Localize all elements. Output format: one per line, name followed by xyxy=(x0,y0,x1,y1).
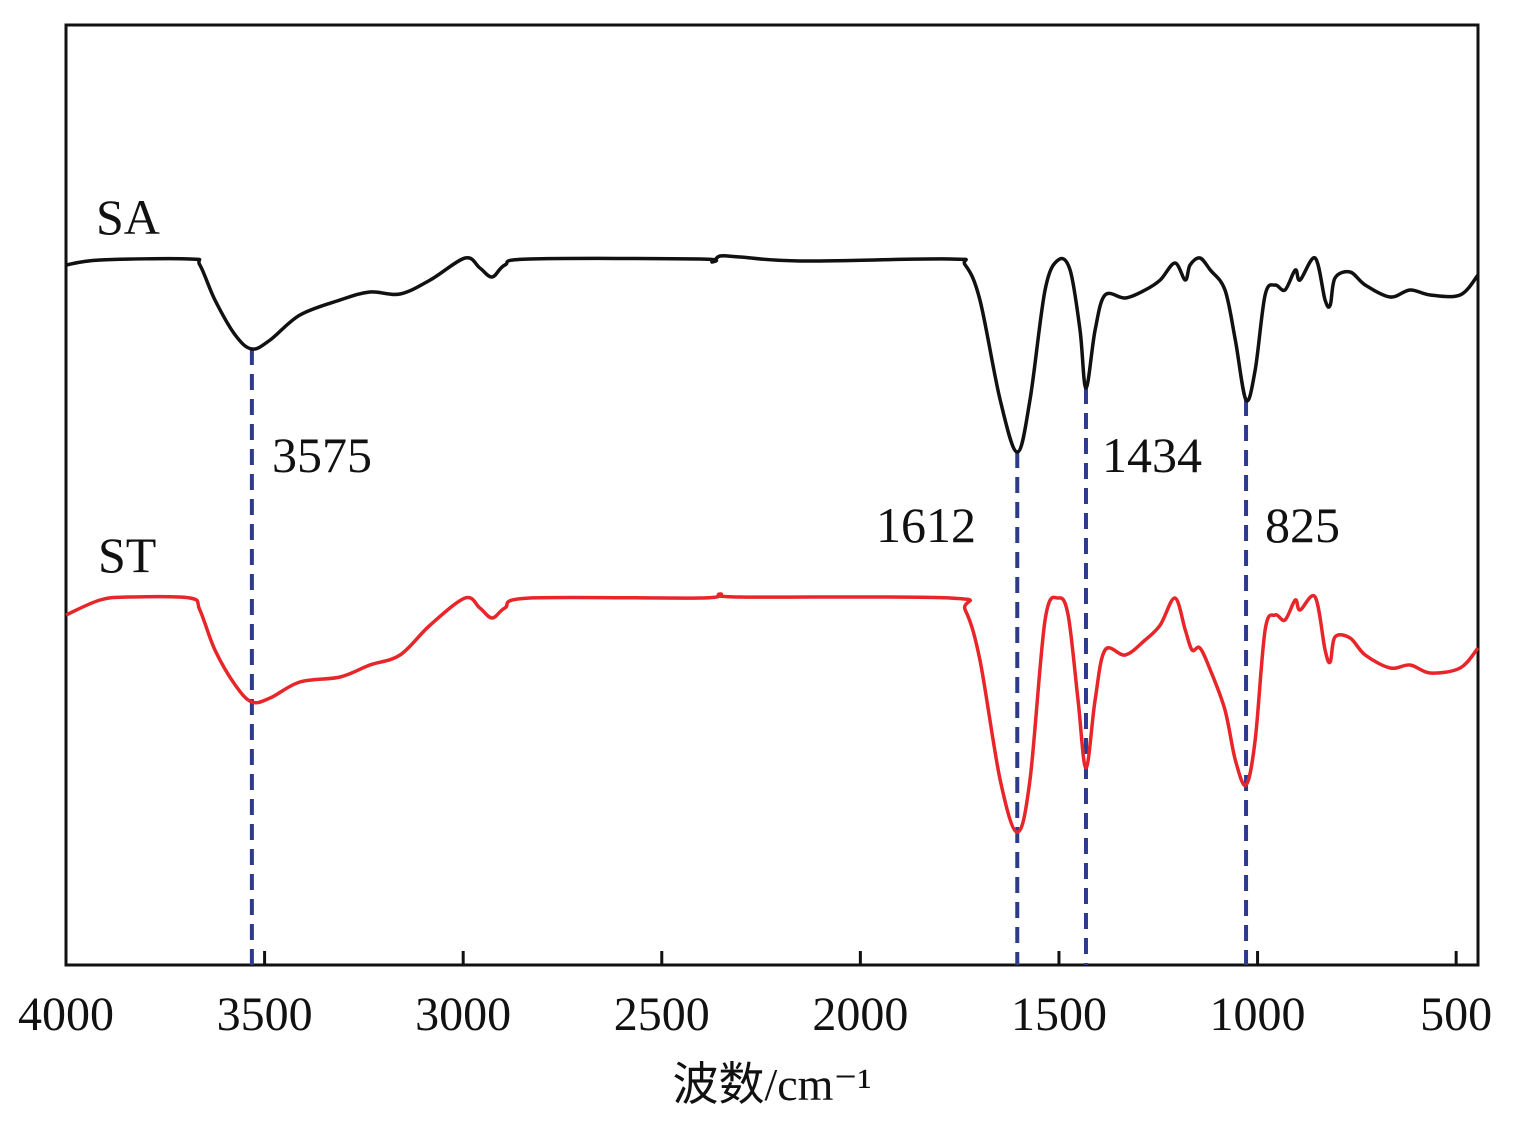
x-tick-label: 3000 xyxy=(415,988,511,1041)
x-tick-label: 500 xyxy=(1420,988,1492,1041)
x-tick-label: 1000 xyxy=(1210,988,1306,1041)
x-tick-label: 1500 xyxy=(1011,988,1107,1041)
x-tick-label: 3500 xyxy=(217,988,313,1041)
peak-markers xyxy=(249,349,1249,965)
series-lines xyxy=(65,253,1480,834)
x-tick-label: 2500 xyxy=(614,988,710,1041)
peak-label-1434: 1434 xyxy=(1102,427,1202,483)
series-label-st: ST xyxy=(98,527,156,583)
peak-label-3575: 3575 xyxy=(272,427,372,483)
series-line-sa xyxy=(65,253,1480,454)
x-tick-label: 2000 xyxy=(812,988,908,1041)
x-ticks: 4000 3500 3000 2500 2000 1500 1000 500 xyxy=(18,951,1492,1041)
series-line-st xyxy=(65,592,1480,834)
x-axis-label: 波数/cm⁻¹ xyxy=(672,1059,871,1110)
x-tick-label: 4000 xyxy=(18,988,114,1041)
plot-frame xyxy=(64,23,1480,967)
series-label-sa: SA xyxy=(96,189,160,245)
peak-label-1612: 1612 xyxy=(876,497,976,553)
peak-label-825: 825 xyxy=(1265,497,1340,553)
